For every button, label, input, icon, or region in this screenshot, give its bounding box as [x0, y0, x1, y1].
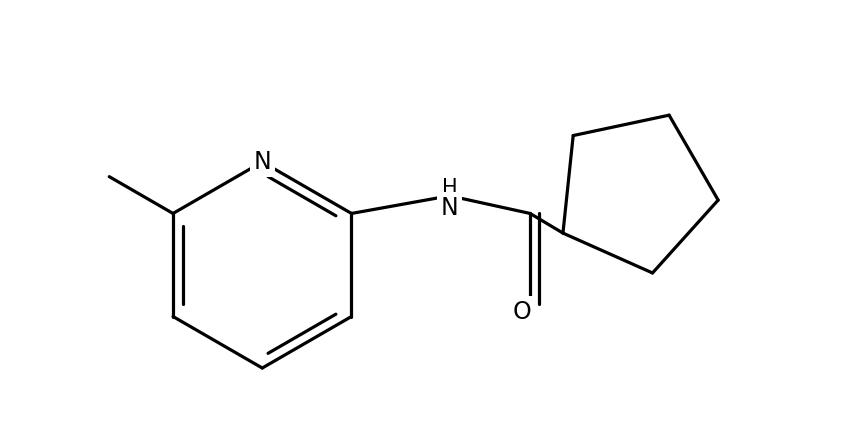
- Text: H: H: [442, 178, 457, 198]
- Text: N: N: [441, 195, 458, 219]
- Text: N: N: [253, 150, 271, 174]
- Text: O: O: [513, 300, 531, 324]
